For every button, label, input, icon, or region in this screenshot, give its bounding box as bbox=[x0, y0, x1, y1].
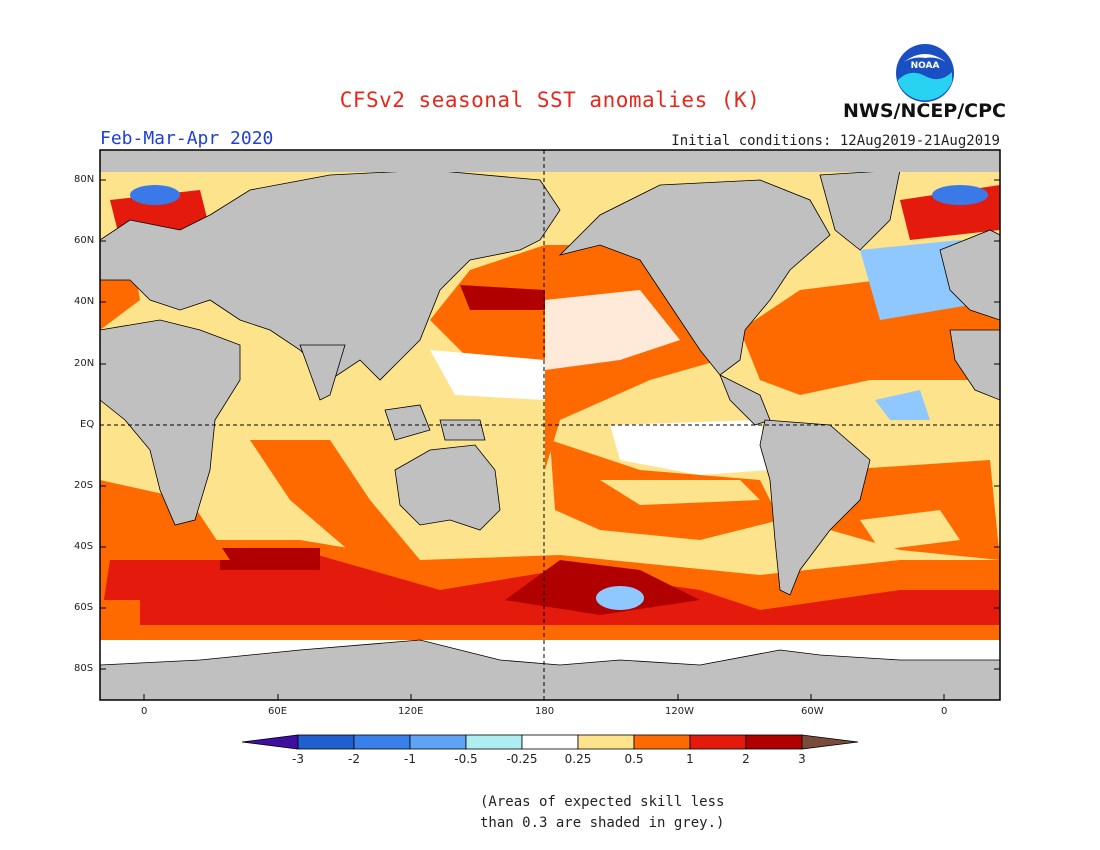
colorbar-tick-label: 1 bbox=[686, 752, 694, 766]
lon-label-60e: 60E bbox=[268, 706, 288, 717]
colorbar-segment bbox=[465, 734, 523, 750]
lon-label-0-east: 0 bbox=[941, 706, 948, 717]
colorbar-tick-label: -1 bbox=[404, 752, 416, 766]
chart-title: CFSv2 seasonal SST anomalies (K) bbox=[339, 88, 761, 112]
initial-conditions-label: Initial conditions: 12Aug2019-21Aug2019 bbox=[671, 133, 1000, 149]
logo-text: NOAA bbox=[911, 61, 940, 71]
lon-label-120e: 120E bbox=[398, 706, 424, 717]
season-label: Feb-Mar-Apr 2020 bbox=[100, 128, 274, 149]
lon-label-0-west: 0 bbox=[141, 706, 148, 717]
colorbar-segment bbox=[297, 734, 355, 750]
colorbar-segment bbox=[409, 734, 467, 750]
colorbar-tick-label: -0.25 bbox=[506, 752, 538, 766]
lat-label-60s: 60S bbox=[74, 602, 94, 613]
lat-label-eq: EQ bbox=[80, 419, 95, 430]
lat-label-80s: 80S bbox=[74, 663, 94, 674]
colorbar-segment bbox=[745, 734, 803, 750]
colorbar-segment bbox=[353, 734, 411, 750]
lat-label-40n: 40N bbox=[74, 296, 95, 307]
lon-label-180: 180 bbox=[535, 706, 555, 717]
lon-label-60w: 60W bbox=[801, 706, 824, 717]
lon-label-120w: 120W bbox=[665, 706, 694, 717]
lat-label-20n: 20N bbox=[74, 358, 95, 369]
colorbar-segment bbox=[241, 734, 299, 750]
colorbar-segment bbox=[801, 734, 859, 750]
skill-note: (Areas of expected skill less than 0.3 a… bbox=[480, 792, 724, 834]
noaa-logo: NOAA bbox=[896, 44, 954, 102]
lat-label-40s: 40S bbox=[74, 541, 94, 552]
colorbar-tick-label: -0.5 bbox=[454, 752, 478, 766]
colorbar-segment bbox=[689, 734, 747, 750]
colorbar-segment bbox=[633, 734, 691, 750]
colorbar-segment bbox=[521, 734, 579, 750]
colorbar-tick-label: 2 bbox=[742, 752, 750, 766]
colorbar-tick-label: 3 bbox=[798, 752, 806, 766]
agency-label: NWS/NCEP/CPC bbox=[843, 100, 1006, 122]
colorbar-tick-label: 0.25 bbox=[564, 752, 592, 766]
lat-label-60n: 60N bbox=[74, 235, 95, 246]
colorbar-tick-label: -2 bbox=[348, 752, 360, 766]
colorbar-tick-label: 0.5 bbox=[624, 752, 644, 766]
colorbar-segment bbox=[577, 734, 635, 750]
lat-label-80n: 80N bbox=[74, 174, 95, 185]
skill-note-line-2: than 0.3 are shaded in grey.) bbox=[480, 815, 725, 831]
skill-note-line-1: (Areas of expected skill less bbox=[480, 794, 725, 810]
colorbar-tick-label: -3 bbox=[292, 752, 304, 766]
lat-label-20s: 20S bbox=[74, 480, 94, 491]
